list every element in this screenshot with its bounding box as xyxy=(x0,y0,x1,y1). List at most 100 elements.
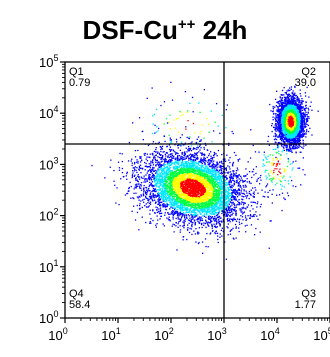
cell-dot xyxy=(188,196,190,198)
cell-dot xyxy=(202,184,204,186)
cell-dot xyxy=(244,184,246,186)
cell-dot xyxy=(165,205,168,208)
cell-dot xyxy=(203,182,206,184)
cell-dot xyxy=(199,178,201,180)
cell-dot xyxy=(215,180,217,182)
cell-dot xyxy=(159,180,161,182)
cell-dot xyxy=(248,192,250,195)
cell-dot xyxy=(247,204,250,206)
cell-dot xyxy=(173,179,176,182)
cell-dot xyxy=(198,186,200,188)
cell-dot xyxy=(181,215,183,217)
cell-dot xyxy=(231,187,233,189)
cell-dot xyxy=(208,182,210,184)
cell-dot xyxy=(190,142,192,144)
cell-dot xyxy=(253,174,255,176)
cell-dot xyxy=(203,207,205,209)
cell-dot xyxy=(190,183,192,185)
cell-dot xyxy=(211,200,213,202)
cell-dot xyxy=(175,225,177,227)
cell-dot xyxy=(188,165,190,167)
cell-dot xyxy=(161,145,164,147)
cell-dot xyxy=(181,175,183,178)
cell-dot xyxy=(183,166,185,168)
cell-dot xyxy=(199,144,201,146)
cell-dot xyxy=(150,183,152,185)
cell-dot xyxy=(198,173,200,175)
cell-dot xyxy=(172,150,175,152)
cell-dot xyxy=(236,181,238,183)
cell-dot xyxy=(216,212,218,214)
cell-dot xyxy=(164,214,166,216)
cell-dot xyxy=(173,203,176,205)
cell-dot xyxy=(221,153,223,156)
cell-dot xyxy=(189,157,192,159)
cell-dot xyxy=(170,182,172,184)
cell-dot xyxy=(171,198,173,201)
cell-dot xyxy=(147,198,149,200)
cell-dot xyxy=(231,177,234,179)
cell-dot xyxy=(143,177,145,179)
cell-dot xyxy=(186,202,188,204)
cell-dot xyxy=(169,213,171,215)
cell-dot xyxy=(193,187,195,189)
cell-dot xyxy=(206,194,208,196)
cell-dot xyxy=(165,205,167,207)
cell-dot xyxy=(210,186,212,188)
cell-dot xyxy=(161,189,163,191)
cell-dot xyxy=(200,157,202,159)
cell-dot xyxy=(149,184,152,186)
cell-dot xyxy=(143,191,145,193)
cell-dot xyxy=(190,177,192,179)
cell-dot xyxy=(245,197,248,199)
cell-dot xyxy=(222,195,224,197)
cell-dot xyxy=(180,178,182,180)
cell-dot xyxy=(192,218,194,220)
cell-dot xyxy=(180,212,182,215)
cell-dot xyxy=(166,190,168,192)
cell-dot xyxy=(184,153,186,155)
cell-dot xyxy=(215,209,217,211)
cell-dot xyxy=(172,187,174,189)
cell-dot xyxy=(173,176,175,179)
cell-dot xyxy=(167,192,170,194)
cell-dot xyxy=(238,201,240,204)
cell-dot xyxy=(207,224,209,227)
cell-dot xyxy=(178,190,180,192)
cell-dot xyxy=(214,188,216,190)
cell-dot xyxy=(197,193,199,195)
cell-dot xyxy=(213,167,215,169)
cell-dot xyxy=(253,214,255,216)
cell-dot xyxy=(171,153,173,155)
cell-dot xyxy=(195,190,197,192)
cell-dot xyxy=(154,199,156,201)
cell-dot xyxy=(237,218,239,220)
cell-dot xyxy=(155,147,157,149)
cell-dot xyxy=(184,161,186,163)
cell-dot xyxy=(172,218,174,220)
cell-dot xyxy=(162,170,165,172)
cell-dot xyxy=(140,156,142,158)
cell-dot xyxy=(193,195,195,197)
cell-dot xyxy=(191,210,193,213)
cell-dot xyxy=(209,222,211,224)
cell-dot xyxy=(207,221,209,224)
cell-dot xyxy=(183,198,186,200)
cell-dot xyxy=(214,181,216,183)
cell-dot xyxy=(137,183,139,185)
cell-dot xyxy=(209,191,211,194)
cell-dot xyxy=(242,180,244,182)
cell-dot xyxy=(178,161,180,163)
cell-dot xyxy=(191,203,193,205)
cell-dot xyxy=(192,170,194,172)
cell-dot xyxy=(191,184,193,186)
cell-dot xyxy=(191,164,193,166)
cell-dot xyxy=(210,217,212,219)
cell-dot xyxy=(194,189,196,191)
cell-dot xyxy=(171,179,174,181)
cell-dot xyxy=(189,174,191,176)
cell-dot xyxy=(173,178,175,180)
cell-dot xyxy=(173,205,176,207)
cell-dot xyxy=(167,171,169,174)
cell-dot xyxy=(233,210,235,212)
